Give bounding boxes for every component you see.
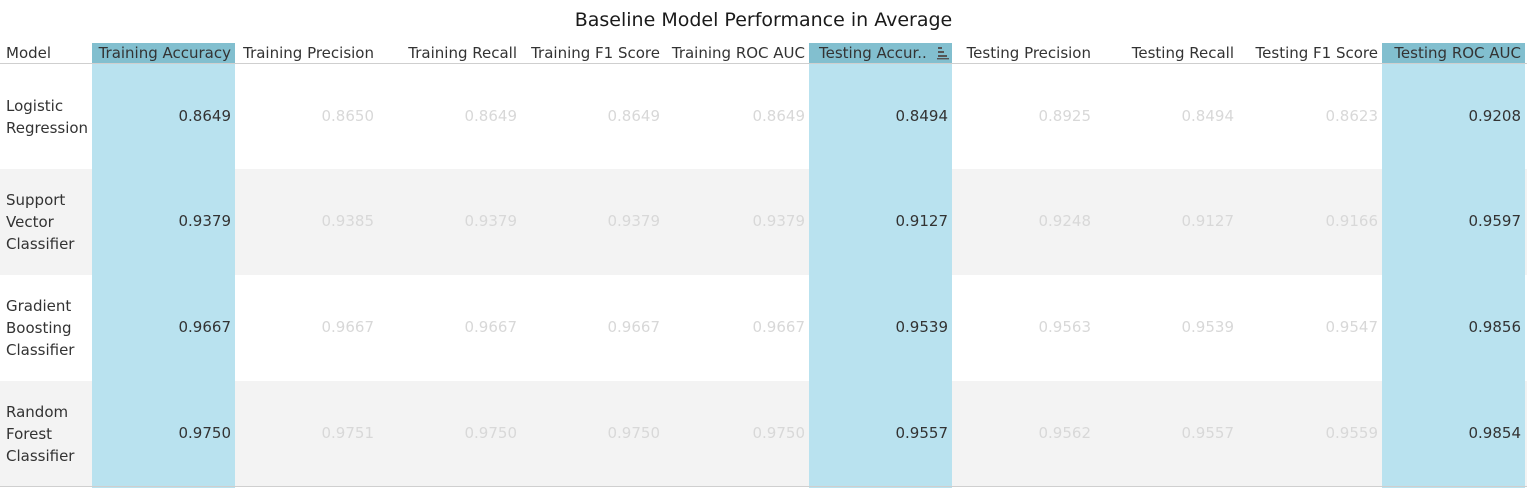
model-name-line: Classifier — [6, 235, 75, 253]
table-cell: 0.9856 — [1468, 318, 1522, 336]
table-cell: 0.9667 — [178, 318, 232, 336]
table-cell: 0.9379 — [464, 212, 518, 230]
table-cell: 0.9539 — [1181, 318, 1235, 336]
model-name-line: Vector — [6, 213, 54, 231]
column-header-5[interactable]: Training ROC AUC — [671, 44, 805, 62]
table-cell: 0.8649 — [752, 106, 806, 125]
table-cell: 0.9854 — [1468, 424, 1522, 442]
model-name: Gradient Boosting Classifier — [6, 295, 74, 361]
model-name-line: Forest — [6, 425, 53, 443]
table-cell: 0.9559 — [1325, 424, 1379, 442]
table-cell: 0.9750 — [752, 424, 806, 442]
table-cell: 0.9539 — [895, 318, 949, 336]
column-header-6[interactable]: Testing Accur.. — [809, 43, 952, 64]
table-cell: 0.9547 — [1325, 318, 1379, 336]
table-cell: 0.9248 — [1038, 212, 1092, 230]
table-cell: 0.9750 — [178, 424, 232, 442]
table-cell: 0.9667 — [321, 318, 375, 336]
highlighted-column — [809, 43, 952, 488]
table-cell: 0.9667 — [607, 318, 661, 336]
table-cell: 0.9597 — [1468, 212, 1522, 230]
table-cell: 0.8925 — [1038, 106, 1092, 125]
column-header-7[interactable]: Testing Precision — [966, 44, 1091, 62]
table-cell: 0.9379 — [607, 212, 661, 230]
table-cell: 0.8650 — [321, 106, 375, 125]
table-cell: 0.9127 — [1181, 212, 1235, 230]
bottom-divider — [0, 486, 1527, 487]
table-cell: 0.8649 — [607, 106, 661, 125]
header-divider — [0, 63, 1527, 64]
model-name-line: Classifier — [6, 447, 75, 465]
table-cell: 0.9667 — [464, 318, 518, 336]
table-cell: 0.9563 — [1038, 318, 1092, 336]
table-row-band — [0, 381, 1527, 487]
table-cell: 0.9208 — [1468, 106, 1522, 125]
table-cell: 0.8649 — [178, 106, 232, 125]
model-name: Logistic Regression — [6, 95, 88, 139]
model-name-line: Gradient — [6, 297, 72, 315]
highlighted-column — [92, 43, 235, 488]
table-cell: 0.9562 — [1038, 424, 1092, 442]
column-header-4[interactable]: Training F1 Score — [531, 44, 660, 62]
table-cell: 0.9379 — [178, 212, 232, 230]
model-name: Support Vector Classifier — [6, 189, 74, 255]
model-name-line: Boosting — [6, 319, 72, 337]
highlighted-column — [1382, 43, 1525, 488]
model-name-line: Logistic — [6, 96, 64, 115]
table-cell: 0.8494 — [895, 106, 949, 125]
column-header-8[interactable]: Testing Recall — [1131, 44, 1234, 62]
model-name-line: Support — [6, 191, 66, 209]
model-name-line: Classifier — [6, 341, 75, 359]
table-cell: 0.9667 — [752, 318, 806, 336]
column-header-0[interactable]: Model — [6, 44, 52, 62]
column-header-2[interactable]: Training Precision — [243, 44, 374, 62]
table-cell: 0.9750 — [607, 424, 661, 442]
table-row-band — [0, 169, 1527, 275]
table-cell: 0.9385 — [321, 212, 375, 230]
table-cell: 0.8623 — [1325, 106, 1379, 125]
column-header-1[interactable]: Training Accuracy — [92, 43, 235, 64]
column-header-3[interactable]: Training Recall — [408, 44, 517, 62]
column-header-9[interactable]: Testing F1 Score — [1255, 44, 1378, 62]
table-cell: 0.9166 — [1325, 212, 1379, 230]
chart-title: Baseline Model Performance in Average — [574, 9, 953, 31]
table-cell: 0.8494 — [1181, 106, 1235, 125]
sort-descending-icon[interactable] — [937, 46, 949, 60]
table-cell: 0.9751 — [321, 424, 375, 442]
column-header-10[interactable]: Testing ROC AUC — [1382, 43, 1525, 64]
table-cell: 0.9557 — [895, 424, 949, 442]
table-cell: 0.9557 — [1181, 424, 1235, 442]
table-cell: 0.9750 — [464, 424, 518, 442]
table-cell: 0.8649 — [464, 106, 518, 125]
table-cell: 0.9127 — [895, 212, 949, 230]
model-name-line: Regression — [6, 118, 89, 137]
table-cell: 0.9379 — [752, 212, 806, 230]
model-name-line: Random — [6, 403, 69, 421]
model-name: Random Forest Classifier — [6, 401, 74, 467]
